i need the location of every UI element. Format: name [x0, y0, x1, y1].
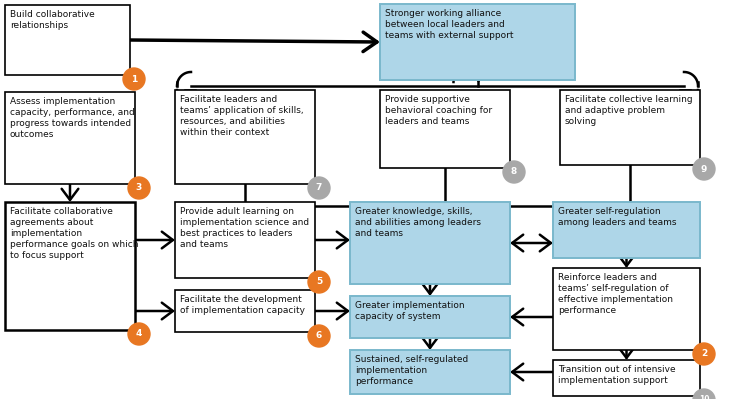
Text: 5: 5	[316, 277, 322, 286]
FancyBboxPatch shape	[350, 350, 510, 394]
Text: 10: 10	[699, 395, 709, 399]
FancyBboxPatch shape	[5, 5, 130, 75]
FancyBboxPatch shape	[5, 202, 135, 330]
Text: Facilitate collaborative
agreements about
implementation
performance goals on wh: Facilitate collaborative agreements abou…	[10, 207, 138, 261]
Text: Build collaborative
relationships: Build collaborative relationships	[10, 10, 95, 30]
Text: Greater implementation
capacity of system: Greater implementation capacity of syste…	[355, 301, 465, 321]
Circle shape	[308, 271, 330, 293]
FancyBboxPatch shape	[553, 360, 700, 396]
FancyBboxPatch shape	[350, 202, 510, 284]
Circle shape	[128, 323, 150, 345]
Circle shape	[693, 158, 715, 180]
Circle shape	[693, 389, 715, 399]
Circle shape	[693, 343, 715, 365]
Text: 1: 1	[131, 75, 137, 83]
FancyBboxPatch shape	[175, 290, 315, 332]
Circle shape	[308, 177, 330, 199]
Text: Greater knowledge, skills,
and abilities among leaders
and teams: Greater knowledge, skills, and abilities…	[355, 207, 481, 238]
Circle shape	[503, 161, 525, 183]
Circle shape	[308, 325, 330, 347]
Text: 7: 7	[316, 184, 322, 192]
FancyBboxPatch shape	[553, 202, 700, 258]
FancyBboxPatch shape	[380, 4, 575, 80]
Text: Facilitate collective learning
and adaptive problem
solving: Facilitate collective learning and adapt…	[565, 95, 693, 126]
FancyBboxPatch shape	[553, 268, 700, 350]
Text: Provide supportive
behavioral coaching for
leaders and teams: Provide supportive behavioral coaching f…	[385, 95, 492, 126]
Text: 2: 2	[701, 350, 707, 358]
Text: 6: 6	[316, 332, 322, 340]
Text: 4: 4	[136, 330, 142, 338]
Text: Transition out of intensive
implementation support: Transition out of intensive implementati…	[558, 365, 676, 385]
Text: Stronger working alliance
between local leaders and
teams with external support: Stronger working alliance between local …	[385, 9, 514, 40]
Text: 8: 8	[511, 168, 517, 176]
Text: Reinforce leaders and
teams’ self-regulation of
effective implementation
perform: Reinforce leaders and teams’ self-regula…	[558, 273, 673, 315]
FancyBboxPatch shape	[175, 90, 315, 184]
Text: 9: 9	[701, 164, 707, 174]
FancyBboxPatch shape	[175, 202, 315, 278]
Text: Facilitate the development
of implementation capacity: Facilitate the development of implementa…	[180, 295, 305, 315]
Text: Greater self-regulation
among leaders and teams: Greater self-regulation among leaders an…	[558, 207, 676, 227]
Text: Sustained, self-regulated
implementation
performance: Sustained, self-regulated implementation…	[355, 355, 468, 386]
FancyBboxPatch shape	[560, 90, 700, 165]
Circle shape	[128, 177, 150, 199]
FancyBboxPatch shape	[5, 92, 135, 184]
Text: Assess implementation
capacity, performance, and
progress towards intended
outco: Assess implementation capacity, performa…	[10, 97, 135, 139]
FancyBboxPatch shape	[380, 90, 510, 168]
FancyBboxPatch shape	[350, 296, 510, 338]
Text: Facilitate leaders and
teams’ application of skills,
resources, and abilities
wi: Facilitate leaders and teams’ applicatio…	[180, 95, 303, 137]
Text: 3: 3	[136, 184, 142, 192]
Circle shape	[123, 68, 145, 90]
Text: Provide adult learning on
implementation science and
best practices to leaders
a: Provide adult learning on implementation…	[180, 207, 309, 249]
